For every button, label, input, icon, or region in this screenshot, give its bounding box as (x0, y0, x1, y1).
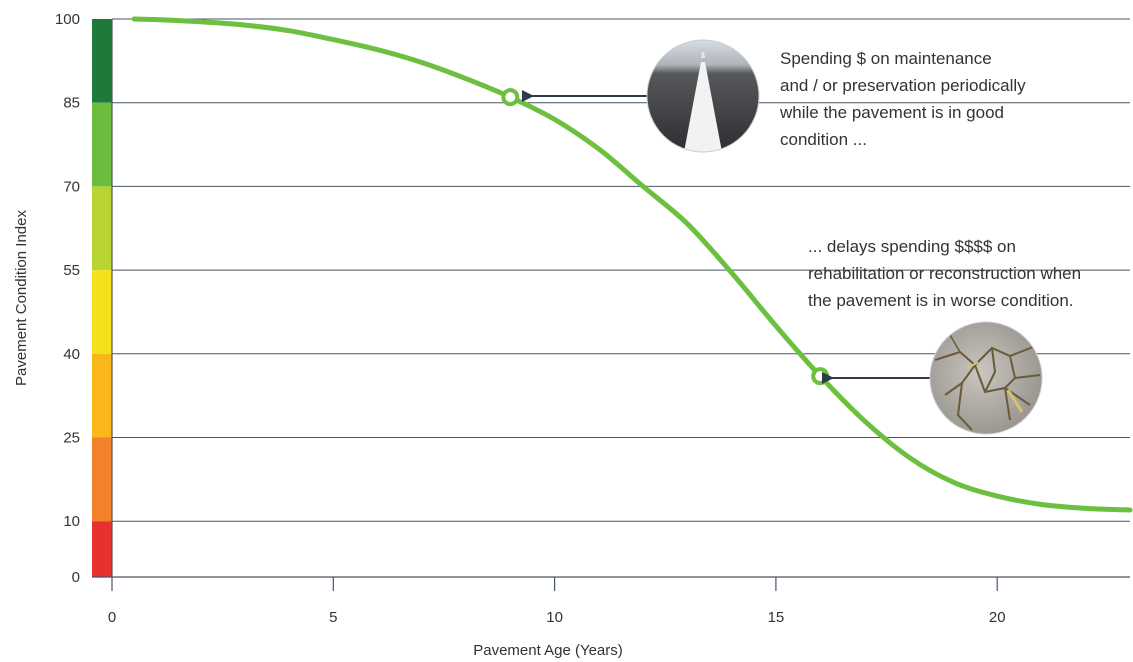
condition-band (92, 437, 112, 522)
condition-band (92, 102, 112, 187)
series-line (131, 16, 1133, 513)
annotation-maintenance-line: and / or preservation periodically (780, 76, 1026, 95)
condition-band (92, 353, 112, 438)
annotation-maintenance-line: condition ... (780, 130, 867, 149)
x-tick-label: 5 (329, 609, 337, 626)
y-tick-labels: 0 10 25 40 55 70 85 100 (55, 11, 80, 586)
condition-color-bar (92, 19, 112, 577)
x-axis-title: Pavement Age (Years) (473, 642, 623, 659)
x-tick-labels: 0 5 10 15 20 (108, 609, 1006, 626)
condition-band (92, 19, 112, 103)
y-tick-label: 100 (55, 11, 80, 28)
annotation-maintenance-line: while the pavement is in good (779, 103, 1004, 122)
condition-band (92, 521, 112, 577)
x-tick-label: 20 (989, 609, 1006, 626)
annotation-rehabilitation-line: rehabilitation or reconstruction when (808, 264, 1081, 283)
annotation-rehabilitation-line: ... delays spending $$$$ on (808, 237, 1016, 256)
y-tick-label: 10 (63, 513, 80, 530)
y-tick-label: 55 (63, 262, 80, 279)
cracked-pavement-photo (930, 322, 1042, 434)
condition-band (92, 270, 112, 354)
x-tick-label: 15 (768, 609, 785, 626)
annotation-maintenance-line: Spending $ on maintenance (780, 49, 992, 68)
y-tick-label: 85 (63, 95, 80, 112)
y-tick-label: 0 (72, 569, 80, 586)
x-tick-label: 0 (108, 609, 116, 626)
x-tick-label: 10 (546, 609, 563, 626)
y-tick-label: 70 (63, 178, 80, 195)
gridlines (112, 18, 1130, 522)
condition-band (92, 186, 112, 271)
annotation-rehabilitation-line: the pavement is in worse condition. (808, 291, 1074, 310)
smooth-road-photo (647, 40, 759, 152)
y-tick-label: 40 (63, 346, 80, 363)
y-tick-label: 25 (63, 430, 80, 447)
annotation-maintenance: Spending $ on maintenance and / or prese… (779, 49, 1030, 149)
annotation-rehabilitation: ... delays spending $$$$ on rehabilitati… (808, 237, 1086, 310)
curve-marker-point (501, 88, 520, 107)
curve-marker-point (811, 367, 830, 386)
y-axis-title: Pavement Condition Index (13, 210, 30, 386)
axes (92, 19, 1130, 591)
